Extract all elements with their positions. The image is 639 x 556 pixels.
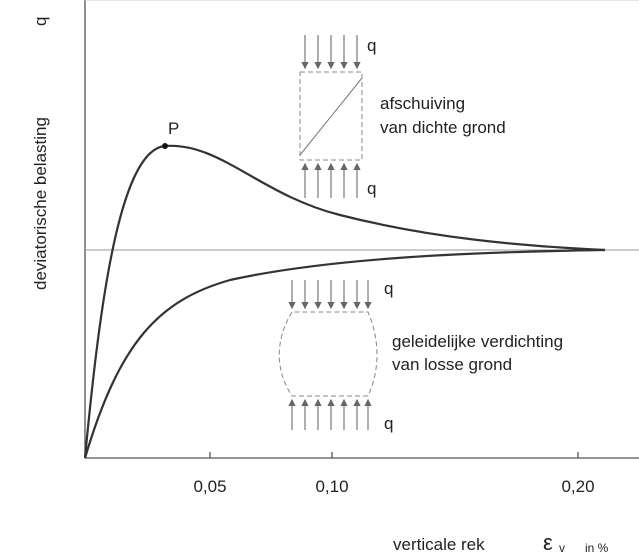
x-axis-unit: in % bbox=[585, 541, 609, 555]
x-tick-label: 0,05 bbox=[193, 477, 226, 496]
x-axis-subscript: v bbox=[559, 541, 565, 555]
y-axis-label: deviatorische belasting bbox=[31, 117, 50, 290]
x-axis-label: verticale rek bbox=[393, 535, 485, 554]
y-axis-symbol: q bbox=[31, 17, 50, 26]
peak-label: P bbox=[168, 119, 179, 138]
dense-sample bbox=[299, 35, 363, 198]
annotation: van dichte grond bbox=[380, 118, 506, 137]
x-axis-symbol: ε bbox=[543, 530, 553, 555]
load-label: q bbox=[384, 414, 393, 433]
annotation: van losse grond bbox=[392, 355, 512, 374]
loose-curve bbox=[83, 248, 606, 459]
x-tick-label: 0,20 bbox=[561, 477, 594, 496]
load-label: q bbox=[367, 36, 376, 55]
annotation: geleidelijke verdichting bbox=[392, 332, 563, 351]
load-label: q bbox=[367, 179, 376, 198]
annotation: afschuiving bbox=[380, 94, 465, 113]
loose-sample bbox=[278, 280, 378, 430]
x-tick-label: 0,10 bbox=[315, 477, 348, 496]
load-label: q bbox=[384, 279, 393, 298]
peak-point bbox=[162, 143, 168, 149]
dense-curve bbox=[83, 144, 606, 459]
